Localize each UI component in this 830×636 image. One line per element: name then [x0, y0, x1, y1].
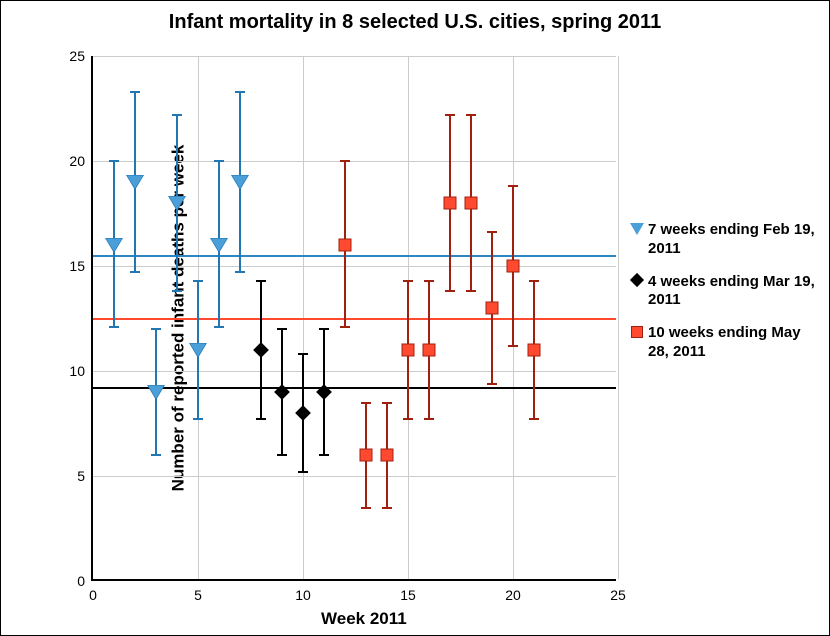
- x-tick-label: 10: [295, 579, 311, 603]
- data-point: [465, 197, 478, 210]
- data-point: [402, 344, 415, 357]
- x-tick-label: 20: [505, 579, 521, 603]
- data-point: [127, 176, 143, 189]
- data-point: [360, 449, 373, 462]
- legend-item: 10 weeks ending May 28, 2011: [626, 324, 821, 362]
- legend-marker-icon: [626, 273, 648, 285]
- legend-marker-icon: [626, 324, 648, 338]
- y-tick-label: 25: [69, 48, 93, 64]
- mean-line: [93, 318, 616, 320]
- legend-label: 4 weeks ending Mar 19, 2011: [648, 273, 821, 311]
- legend-marker-icon: [626, 221, 648, 235]
- x-tick-label: 15: [400, 579, 416, 603]
- plot-area: 05101520250510152025: [91, 56, 616, 581]
- data-point: [423, 344, 436, 357]
- y-tick-label: 10: [69, 363, 93, 379]
- legend-label: 10 weeks ending May 28, 2011: [648, 324, 821, 362]
- x-tick-label: 0: [89, 579, 97, 603]
- mean-line: [93, 387, 616, 389]
- data-point: [507, 260, 520, 273]
- y-tick-label: 5: [77, 468, 93, 484]
- data-point: [444, 197, 457, 210]
- data-point: [148, 386, 164, 399]
- x-tick-label: 5: [194, 579, 202, 603]
- x-tick-label: 25: [610, 579, 626, 603]
- data-point: [232, 176, 248, 189]
- data-point: [339, 239, 352, 252]
- legend-item: 4 weeks ending Mar 19, 2011: [626, 273, 821, 311]
- legend-item: 7 weeks ending Feb 19, 2011: [626, 221, 821, 259]
- chart-container: Infant mortality in 8 selected U.S. citi…: [0, 0, 830, 636]
- grid-line-h: [93, 56, 616, 57]
- data-point: [169, 197, 185, 210]
- grid-line-v: [618, 56, 619, 579]
- grid-line-h: [93, 476, 616, 477]
- y-tick-label: 20: [69, 153, 93, 169]
- chart-title: Infant mortality in 8 selected U.S. citi…: [1, 11, 829, 34]
- data-point: [381, 449, 394, 462]
- legend: 7 weeks ending Feb 19, 2011 4 weeks endin…: [626, 221, 821, 376]
- x-axis-label: Week 2011: [321, 609, 407, 629]
- mean-line: [93, 255, 616, 257]
- grid-line-h: [93, 371, 616, 372]
- y-tick-label: 15: [69, 258, 93, 274]
- legend-label: 7 weeks ending Feb 19, 2011: [648, 221, 821, 259]
- data-point: [211, 239, 227, 252]
- data-point: [106, 239, 122, 252]
- data-point: [190, 344, 206, 357]
- data-point: [528, 344, 541, 357]
- grid-line-h: [93, 161, 616, 162]
- data-point: [486, 302, 499, 315]
- grid-line-h: [93, 266, 616, 267]
